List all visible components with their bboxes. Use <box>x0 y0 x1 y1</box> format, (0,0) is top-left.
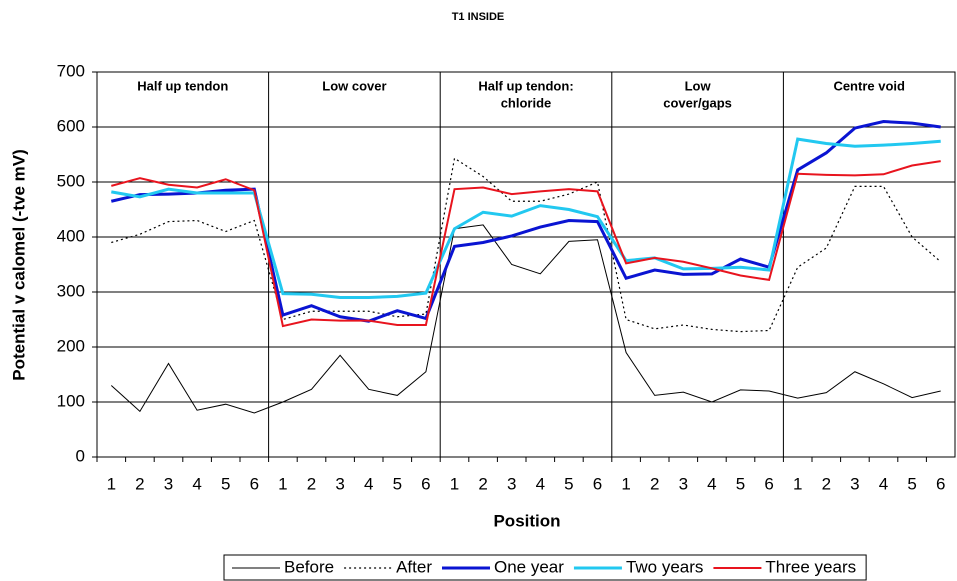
y-tick-label: 200 <box>57 336 85 355</box>
x-tick-label: 2 <box>307 474 316 493</box>
y-tick-label: 400 <box>57 226 85 245</box>
series-line <box>111 137 941 299</box>
x-tick-label: 5 <box>907 474 916 493</box>
x-tick-label: 5 <box>393 474 402 493</box>
y-tick-label: 500 <box>57 171 85 190</box>
x-tick-label: 6 <box>250 474 259 493</box>
x-tick-label: 4 <box>192 474 201 493</box>
y-tick-label: 0 <box>76 446 85 465</box>
section-label: Centre void <box>833 78 905 93</box>
section-label: cover/gaps <box>663 95 732 110</box>
legend-label: Two years <box>626 557 703 576</box>
y-tick-label: 100 <box>57 391 85 410</box>
x-tick-label: 6 <box>421 474 430 493</box>
legend-label: One year <box>494 557 564 576</box>
y-tick-label: 700 <box>57 61 85 80</box>
x-tick-label: 2 <box>135 474 144 493</box>
x-tick-label: 5 <box>736 474 745 493</box>
chart-title: T1 INSIDE <box>452 11 505 23</box>
series-line <box>111 157 942 333</box>
x-tick-label: 5 <box>221 474 230 493</box>
x-tick-label: 1 <box>107 474 116 493</box>
x-axis-label: Position <box>493 511 560 530</box>
legend: Before After One year Two years Three years <box>223 554 867 581</box>
y-axis-label: Potential v calomel (-tve mV) <box>9 149 28 380</box>
x-tick-label: 3 <box>850 474 859 493</box>
x-tick-label: 6 <box>593 474 602 493</box>
x-tick-label: 4 <box>536 474 545 493</box>
section-label: Half up tendon: <box>478 78 573 93</box>
x-tick-label: 4 <box>364 474 373 493</box>
section-label: chloride <box>501 95 552 110</box>
series-line <box>110 224 941 414</box>
y-tick-label: 300 <box>57 281 85 300</box>
section-label: Half up tendon <box>137 78 228 93</box>
x-tick-label: 6 <box>936 474 945 493</box>
x-tick-label: 1 <box>450 474 459 493</box>
x-tick-label: 2 <box>822 474 831 493</box>
legend-label: After <box>396 557 432 576</box>
x-tick-label: 3 <box>164 474 173 493</box>
x-tick-label: 4 <box>707 474 716 493</box>
x-tick-label: 2 <box>478 474 487 493</box>
x-tick-label: 2 <box>650 474 659 493</box>
x-tick-label: 3 <box>335 474 344 493</box>
x-tick-label: 3 <box>679 474 688 493</box>
x-tick-label: 4 <box>879 474 888 493</box>
plot-frame <box>96 71 956 458</box>
series-line <box>111 160 941 328</box>
x-tick-label: 1 <box>793 474 802 493</box>
x-tick-label: 5 <box>564 474 573 493</box>
legend-label: Three years <box>765 557 856 576</box>
x-tick-label: 6 <box>764 474 773 493</box>
legend-frame <box>223 554 867 581</box>
x-tick-label: 1 <box>278 474 287 493</box>
section-label: Low cover <box>322 78 386 93</box>
x-tick-label: 1 <box>621 474 630 493</box>
y-tick-label: 600 <box>57 116 85 135</box>
series-line <box>110 119 941 323</box>
x-tick-label: 3 <box>507 474 516 493</box>
legend-label: Before <box>284 557 334 576</box>
section-label: Low <box>685 78 712 93</box>
